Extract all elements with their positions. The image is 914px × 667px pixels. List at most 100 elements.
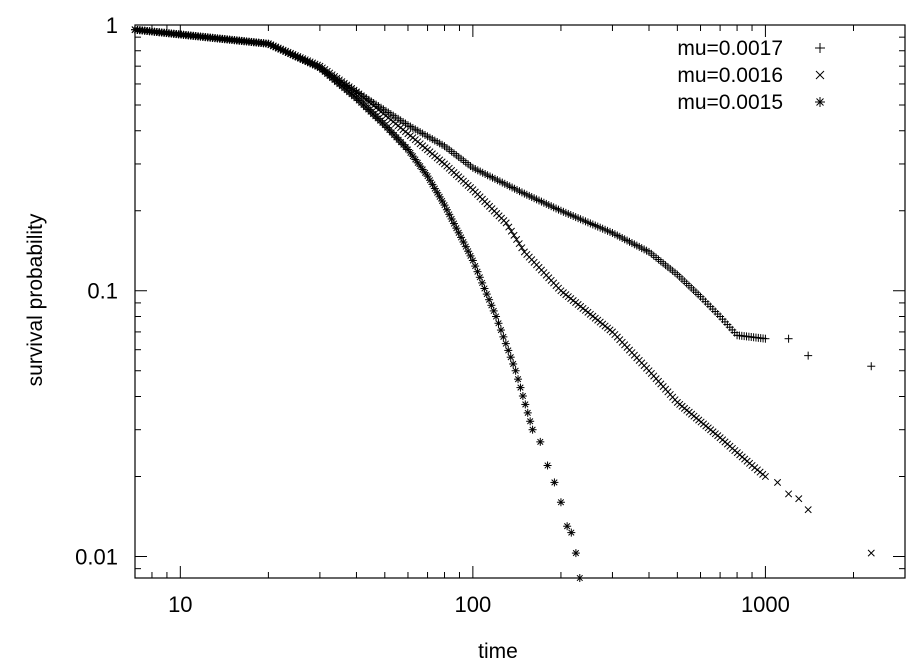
data-point-star-b (446, 211, 453, 218)
data-point-star-b (279, 47, 287, 54)
data-point-star-b (287, 50, 294, 58)
data-point-star-b (443, 206, 451, 213)
data-point-star-b (294, 54, 301, 61)
data-point-star-b (292, 53, 299, 60)
data-point-star-b (481, 285, 488, 292)
data-point-star-b (537, 438, 544, 446)
data-point-star-b (568, 529, 575, 536)
data-point-cross-b (507, 227, 515, 235)
x-tick-label: 10 (168, 592, 192, 617)
x-tick-label: 100 (455, 592, 492, 617)
data-point-cross-b (867, 549, 875, 557)
data-point-star-b (500, 333, 507, 340)
data-point-star-b (412, 156, 419, 163)
data-point-cross-b (795, 495, 803, 503)
data-point-star-b (277, 46, 284, 53)
legend-marker (815, 97, 825, 107)
data-point-star-b (453, 225, 460, 232)
data-point-star-b (505, 347, 512, 354)
data-point-star-b (522, 401, 529, 408)
data-point-star-b (434, 189, 441, 196)
data-point-star-b (464, 248, 472, 255)
data-point-star-b (306, 60, 314, 67)
legend-label: mu=0.0016 (677, 64, 783, 87)
data-point-star-b (483, 290, 490, 298)
data-point-star-b (490, 307, 497, 315)
data-point-star-b (417, 162, 424, 170)
data-point-cross-b (785, 490, 793, 498)
data-point-star-b (529, 426, 536, 433)
data-point-star-b (297, 55, 304, 62)
data-point-star-b (299, 56, 306, 63)
data-point-star-b (544, 462, 551, 469)
x-tick-label: 1000 (741, 592, 790, 617)
series-layer (131, 25, 876, 582)
data-point-star-b (467, 252, 474, 260)
data-point-cross-b (515, 240, 523, 248)
data-point-star-b (576, 574, 583, 582)
data-point-star-b (431, 185, 438, 192)
data-point-star-b (457, 234, 465, 241)
plot-frame (134, 24, 906, 579)
data-point-star-b (426, 177, 434, 184)
y-tick-label: 0.01 (75, 544, 118, 569)
data-point-star-b (517, 384, 524, 391)
data-point-star-b (436, 193, 443, 200)
data-point-star-b (474, 268, 481, 275)
data-point-cross-b (804, 506, 812, 514)
data-point-star-b (476, 274, 483, 281)
data-point-star-b (519, 392, 527, 400)
tick-labels: 10 100 1000 0.01 0.1 1 (75, 13, 790, 617)
y-axis-label: survival probability (24, 213, 47, 386)
data-point-star-b (510, 360, 517, 368)
legend-marker (815, 70, 825, 80)
data-point-star-b (267, 41, 274, 49)
data-point-star-b (495, 320, 502, 327)
data-point-cross-b (502, 219, 510, 227)
data-point-star-b (409, 153, 417, 160)
data-point-star-b (314, 63, 321, 70)
data-point-star-b (404, 146, 412, 153)
data-point-star-b (527, 418, 534, 425)
data-point-star-b (289, 52, 297, 59)
data-point-cross-b (505, 223, 513, 231)
data-point-star-b (557, 499, 565, 506)
data-point-star-b (472, 262, 479, 270)
legend-marker (815, 43, 825, 53)
data-point-star-b (455, 229, 462, 236)
data-point-star-b (524, 409, 531, 417)
data-point-star-b (497, 326, 505, 334)
data-point-star-b (414, 159, 421, 166)
data-point-star-b (284, 49, 292, 57)
data-point-cross-b (518, 244, 526, 252)
data-point-star-b (572, 549, 580, 557)
y-tick-label: 0.1 (87, 279, 118, 304)
data-point-star-b (507, 354, 514, 361)
data-point-star-b (272, 44, 279, 51)
data-point-cross-b (815, 70, 825, 80)
data-point-star-b (514, 376, 522, 383)
data-point-star-b (424, 172, 431, 180)
data-point-star-b (419, 166, 426, 173)
data-point-star-b (492, 313, 500, 320)
legend: mu=0.0017 mu=0.0016 mu=0.0015 (677, 37, 825, 114)
data-point-star-b (512, 367, 519, 374)
data-point-star-b (551, 479, 558, 486)
data-point-star-b (282, 48, 289, 55)
data-point-cross-b (761, 472, 769, 481)
data-point-star-b (462, 243, 469, 250)
data-point-cross-b (510, 231, 518, 239)
data-point-star-b (429, 181, 436, 188)
data-point-star-b (438, 197, 446, 205)
x-axis-label: time (478, 640, 518, 663)
data-point-cross-b (513, 235, 521, 244)
data-point-star-b (270, 42, 277, 50)
data-point-star-b (478, 279, 486, 287)
data-point-star-b (309, 61, 316, 68)
data-point-cross-b (773, 478, 782, 486)
data-point-star-b (311, 62, 319, 69)
data-point-star-b (302, 57, 309, 65)
data-point-star-b (485, 296, 493, 303)
y-tick-label: 1 (106, 13, 118, 38)
